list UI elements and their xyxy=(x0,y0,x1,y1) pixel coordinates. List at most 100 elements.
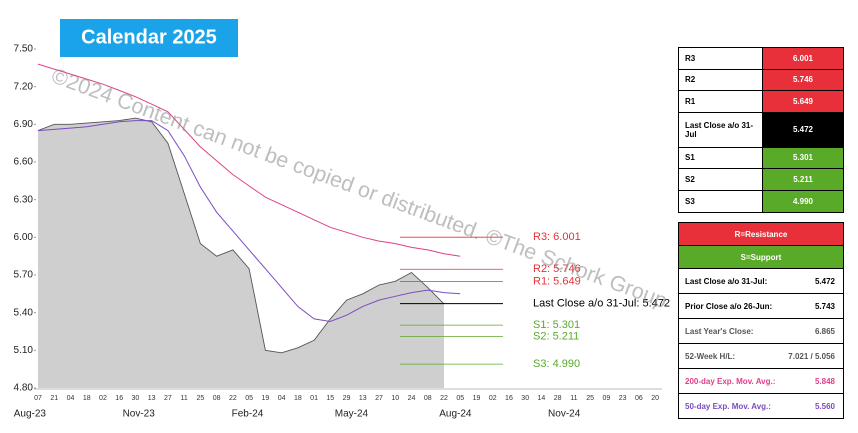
x-tick-label: 25 xyxy=(586,395,594,402)
stat-label: Last Year's Close: xyxy=(685,326,754,336)
x-tick-label: 16 xyxy=(115,395,123,402)
x-tick-label: 14 xyxy=(538,395,546,402)
y-tick-label: 7.20 xyxy=(14,81,34,92)
x-tick-label: 09 xyxy=(603,395,611,402)
x-tick-label: 04 xyxy=(67,395,75,402)
stat-value: 7.021 / 5.056 xyxy=(788,351,835,361)
stat-row: Last Year's Close: 6.865 xyxy=(679,319,843,344)
stats-table: R=Resistance S=Support Last Close a/o 31-J… xyxy=(678,222,844,419)
y-tick-label: 6.30 xyxy=(14,194,34,205)
level-value: 5.211 xyxy=(762,169,843,190)
x-tick-label: 02 xyxy=(489,395,497,402)
stat-label: 50-day Exp. Mov. Avg.: xyxy=(685,401,771,411)
y-tick-label: 7.50 xyxy=(14,44,34,55)
price-area xyxy=(38,118,444,388)
y-tick-label: 5.70 xyxy=(14,270,34,281)
level-name: S1 xyxy=(685,153,695,163)
x-tick-label: 27 xyxy=(375,395,383,402)
x-group-label: May-24 xyxy=(335,409,369,420)
x-tick-label: 30 xyxy=(521,395,529,402)
level-label: R1: 5.649 xyxy=(533,275,581,287)
x-tick-label: 04 xyxy=(278,395,286,402)
x-group-label: Feb-24 xyxy=(232,409,264,420)
x-tick-label: 05 xyxy=(456,395,464,402)
x-tick-label: 24 xyxy=(408,395,416,402)
ema-line xyxy=(37,120,461,323)
x-tick-label: 01 xyxy=(310,395,318,402)
level-row: S1 5.301 xyxy=(679,147,843,169)
x-group-label: Aug-23 xyxy=(14,409,47,420)
x-group-label: Aug-24 xyxy=(439,409,472,420)
level-row: Last Close a/o 31-Jul 5.472 xyxy=(679,112,843,148)
stat-value: 6.865 xyxy=(814,326,835,336)
x-tick-label: 22 xyxy=(440,395,448,402)
level-name: S3 xyxy=(685,196,695,206)
x-tick-label: 02 xyxy=(99,395,107,402)
level-value: 4.990 xyxy=(762,190,843,212)
stat-label: Last Close a/o 31-Jul: xyxy=(685,276,768,286)
stat-value: 5.472 xyxy=(814,276,835,286)
y-tick-label: 4.80 xyxy=(14,383,34,394)
title-box xyxy=(60,19,238,57)
level-name: R1 xyxy=(685,96,696,106)
level-row: S3 4.990 xyxy=(679,190,843,212)
price-line xyxy=(37,117,445,354)
x-tick-label: 30 xyxy=(132,395,140,402)
stat-value: 5.848 xyxy=(814,376,835,386)
x-tick-label: 05 xyxy=(245,395,253,402)
legend-header: S=Support xyxy=(679,246,843,269)
x-tick-label: 29 xyxy=(343,395,351,402)
level-label: S2: 5.211 xyxy=(533,330,579,342)
stat-label: Prior Close a/o 26-Jun: xyxy=(685,301,773,311)
stat-value: 5.560 xyxy=(814,401,835,411)
x-tick-label: 27 xyxy=(164,395,172,402)
level-row: R2 5.746 xyxy=(679,69,843,91)
legend-header: R=Resistance xyxy=(679,223,843,246)
level-value: 5.301 xyxy=(762,147,843,168)
y-tick-label: 6.60 xyxy=(14,157,34,168)
stat-row: Prior Close a/o 26-Jun: 5.743 xyxy=(679,294,843,319)
level-label: S3: 4.990 xyxy=(533,358,580,370)
chart: Calendar 2025 7.50 7.20 6.90 6.60 6.30 6.00 5.… xyxy=(14,19,670,420)
x-group-label: Nov-23 xyxy=(123,409,156,420)
x-tick-label: 10 xyxy=(391,395,399,402)
x-tick-label: 13 xyxy=(148,395,156,402)
level-name: Last Close a/o 31-Jul xyxy=(685,120,754,139)
level-row: R1 5.649 xyxy=(679,91,843,113)
x-tick-label: 19 xyxy=(261,395,269,402)
level-value: 5.472 xyxy=(762,112,843,147)
level-row: R3 6.001 xyxy=(679,48,843,70)
stat-label: 200-day Exp. Mov. Avg.: xyxy=(685,376,776,386)
level-name: R2 xyxy=(685,75,696,85)
ema-line xyxy=(37,63,461,257)
level-value: 5.649 xyxy=(762,91,843,112)
x-tick-label: 28 xyxy=(554,395,562,402)
level-row: S2 5.211 xyxy=(679,169,843,191)
level-value: 5.746 xyxy=(762,69,843,90)
x-tick-label: 08 xyxy=(213,395,221,402)
stat-value: 5.743 xyxy=(814,301,835,311)
y-tick-label: 6.90 xyxy=(14,119,34,130)
x-tick-label: 08 xyxy=(424,395,432,402)
level-name: S2 xyxy=(685,174,695,184)
x-tick-label: 22 xyxy=(229,395,237,402)
y-tick-label: 5.40 xyxy=(14,307,34,318)
x-tick-label: 11 xyxy=(181,395,188,402)
x-tick-label: 23 xyxy=(619,395,627,402)
x-tick-label: 15 xyxy=(326,395,334,402)
y-tick-label: 6.00 xyxy=(14,232,34,243)
level-name: R3 xyxy=(685,53,696,63)
level-label: S1: 5.301 xyxy=(533,319,580,331)
level-label: Last Close a/o 31-Jul: 5.472 xyxy=(533,298,670,310)
stat-row: Last Close a/o 31-Jul: 5.472 xyxy=(679,269,843,294)
x-group-label: Nov-24 xyxy=(548,409,581,420)
x-tick-label: 06 xyxy=(635,395,643,402)
y-tick-label: 5.10 xyxy=(14,345,34,356)
x-tick-label: 07 xyxy=(34,395,42,402)
chart-title: Calendar 2025 xyxy=(81,26,217,48)
x-tick-label: 18 xyxy=(294,395,302,402)
levels-table: R3 6.001 R2 5.746 R1 5.649 Last Close a/o 31-J… xyxy=(678,47,844,213)
stat-row: 200-day Exp. Mov. Avg.: 5.848 xyxy=(679,369,843,394)
stat-row: 50-day Exp. Mov. Avg.: 5.560 xyxy=(679,394,843,418)
